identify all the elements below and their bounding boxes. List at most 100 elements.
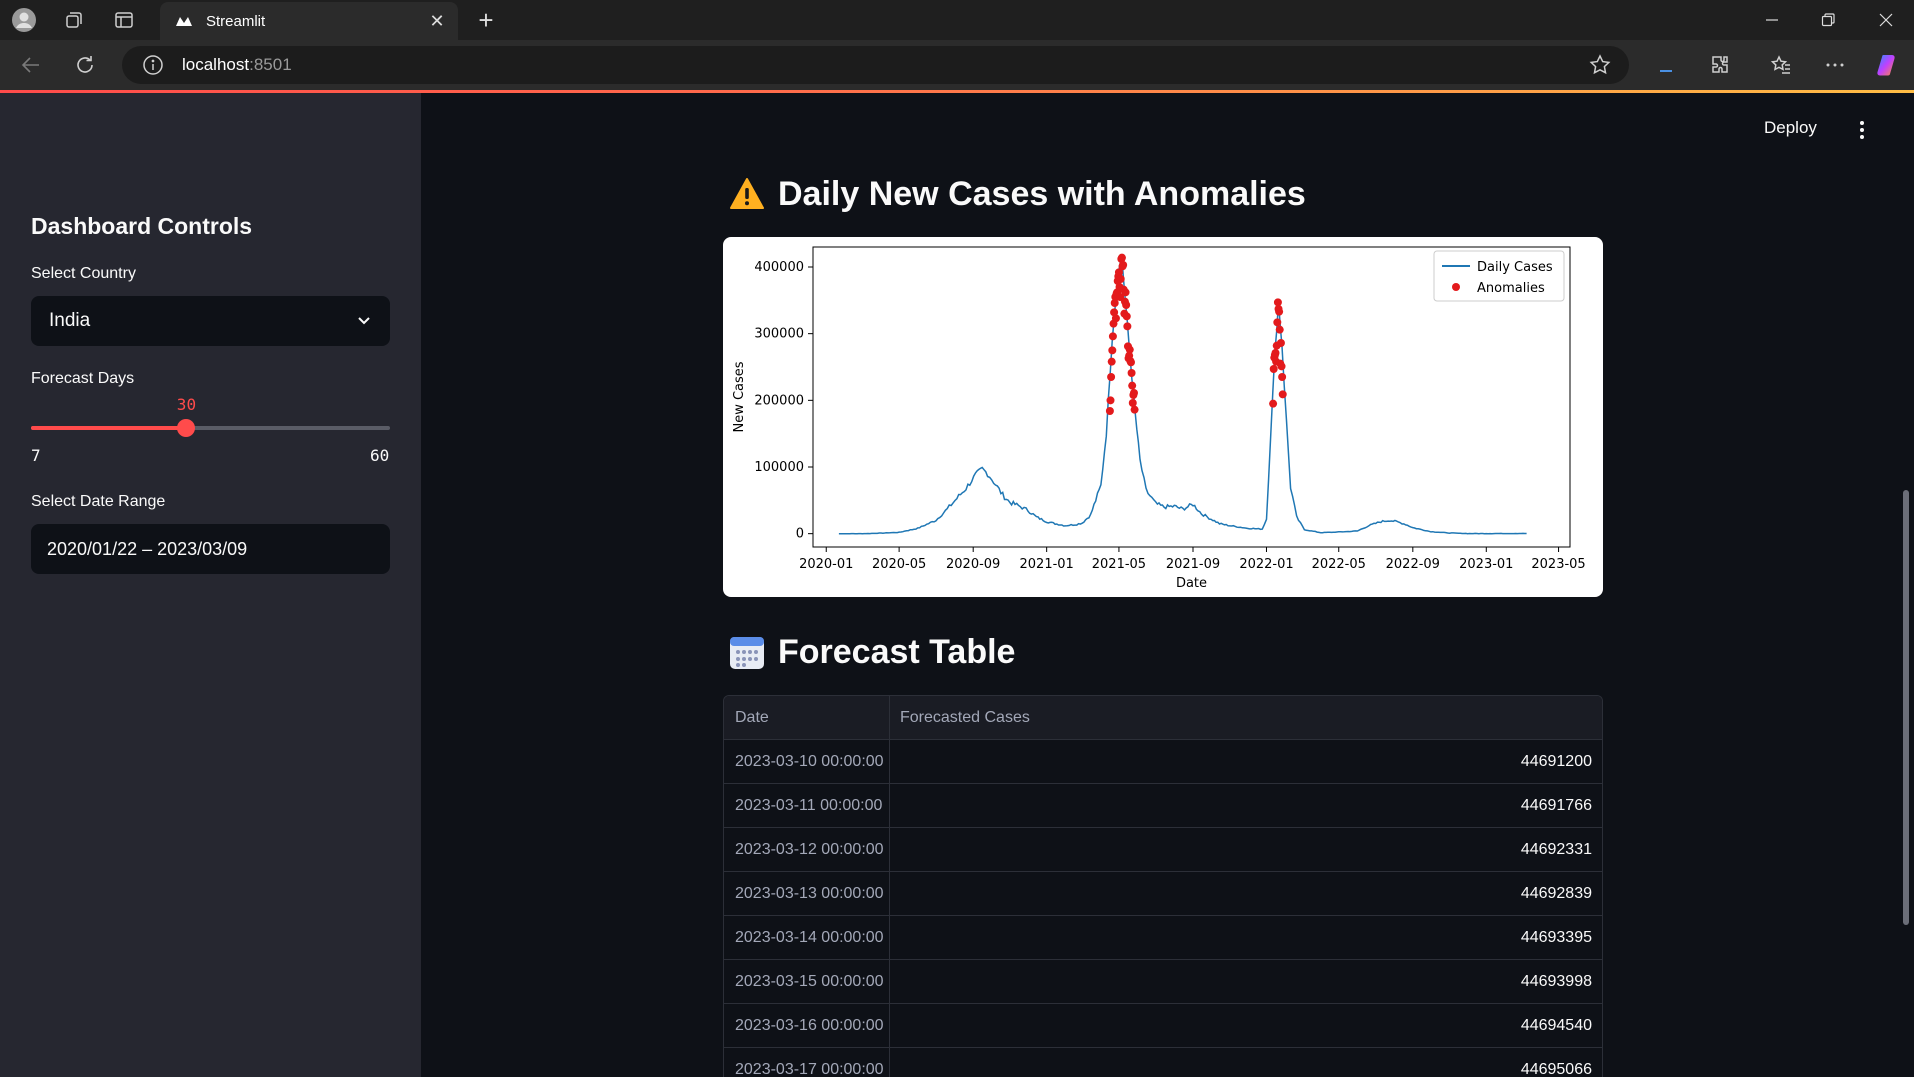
new-tab-icon[interactable]: + [478,4,494,35]
daily-cases-line [838,257,1527,535]
x-tick-label: 2021-09 [1166,557,1220,572]
column-header-forecasted-cases[interactable]: Forecasted Cases [900,709,1030,726]
x-tick-label: 2020-01 [799,557,853,572]
anomaly-point [1269,399,1278,408]
minimize-icon[interactable] [1744,0,1800,40]
date-range-value: 2020/01/22 – 2023/03/09 [47,538,248,559]
anomaly-point [1107,373,1116,381]
restore-icon[interactable] [1800,0,1856,40]
anomaly-point [1275,307,1284,316]
anomaly-point [1129,389,1138,397]
legend-label-daily-cases: Daily Cases [1477,260,1553,275]
tab-actions-icon[interactable] [110,6,138,34]
cell-date: 2023-03-13 00:00:00 [724,872,890,916]
anomaly-point [1107,357,1116,366]
anomaly-point [1271,349,1280,357]
table-row[interactable]: 2023-03-14 00:00:00 44693395 [724,916,1602,960]
country-select[interactable]: India [31,296,390,346]
cell-forecasted-cases: 44694540 [1520,1017,1592,1034]
anomaly-point [1269,365,1278,373]
main-menu-icon[interactable] [1852,118,1872,142]
slider-thumb[interactable] [177,419,196,437]
anomaly-point [1111,314,1120,323]
cell-date: 2023-03-14 00:00:00 [724,916,890,960]
table-row[interactable]: 2023-03-15 00:00:00 44693998 [724,960,1602,1004]
x-tick-label: 2022-05 [1312,557,1366,572]
anomaly-point [1273,298,1282,307]
date-range-input[interactable]: 2020/01/22 – 2023/03/09 [31,524,390,574]
x-tick-label: 2022-01 [1239,557,1293,572]
cell-forecasted-cases: 44693395 [1520,929,1592,946]
table-row[interactable]: 2023-03-16 00:00:00 44694540 [724,1004,1602,1048]
favorite-star-icon[interactable] [1589,54,1611,76]
extensions-icon[interactable] [1705,50,1735,80]
copilot-icon[interactable] [1873,50,1903,80]
country-label: Select Country [31,265,136,282]
table-row[interactable]: 2023-03-13 00:00:00 44692839 [724,872,1602,916]
table-row[interactable]: 2023-03-11 00:00:00 44691766 [724,784,1602,828]
slider-min-value: 7 [31,446,41,465]
favorites-icon[interactable] [1766,50,1796,80]
cell-forecasted-cases: 44693998 [1520,973,1592,990]
forecast-table[interactable]: Date Forecasted Cases 2023-03-10 00:00:0… [723,695,1603,1077]
url-bar[interactable]: localhost:8501 [122,46,1629,84]
cell-date: 2023-03-16 00:00:00 [724,1004,890,1048]
forecast-days-slider[interactable]: 30 [31,395,390,437]
y-tick-label: 300000 [754,327,804,342]
page-scrollbar[interactable] [1903,490,1909,925]
anomaly-point [1108,332,1117,341]
column-header-date[interactable]: Date [724,696,890,740]
refresh-icon[interactable] [70,50,100,80]
anomaly-point [1275,325,1284,334]
more-options-icon[interactable] [1820,50,1850,80]
chart-section-title: Daily New Cases with Anomalies [727,174,1306,214]
anomaly-point [1128,399,1137,407]
deploy-button[interactable]: Deploy [1764,118,1817,137]
anomaly-point [1110,299,1119,307]
anomaly-point [1273,318,1282,327]
legend-anomaly-marker [1452,283,1460,291]
cell-date: 2023-03-17 00:00:00 [724,1048,890,1077]
x-tick-label: 2021-01 [1020,557,1074,572]
site-info-icon[interactable] [142,54,164,76]
anomaly-point [1122,301,1131,309]
sidebar-title: Dashboard Controls [31,213,253,239]
slider-current-value: 30 [176,395,197,414]
cell-date: 2023-03-12 00:00:00 [724,828,890,872]
sidebar: Dashboard Controls Select Country India … [0,93,421,1077]
anomaly-point [1116,275,1125,283]
close-tab-icon[interactable]: ✕ [429,10,445,31]
anomaly-point [1105,407,1114,415]
anomaly-point [1278,390,1287,399]
anomaly-point [1106,396,1115,405]
chart-svg: 0 100000 200000 300000 400000 2020-01 2020-05 2… [732,246,1586,591]
anomaly-point [1122,312,1131,321]
y-tick-label: 0 [796,527,804,542]
anomaly-point [1276,339,1285,347]
anomaly-point [1123,322,1132,331]
browser-tab[interactable]: Streamlit ✕ [160,2,458,40]
table-title: Forecast Table [778,632,1016,671]
chart-title: Daily New Cases with Anomalies [778,174,1306,213]
url-host: localhost [182,55,250,74]
chevron-down-icon [354,310,374,330]
table-row[interactable]: 2023-03-17 00:00:00 44695066 [724,1048,1602,1077]
table-row[interactable]: 2023-03-12 00:00:00 44692331 [724,828,1602,872]
workspaces-icon[interactable] [60,6,88,34]
table-header-row: Date Forecasted Cases [724,696,1602,740]
profile-icon[interactable] [10,6,38,34]
table-row[interactable]: 2023-03-10 00:00:00 44691200 [724,740,1602,784]
forecast-days-label: Forecast Days [31,370,135,387]
streamlit-header-decoration [0,90,1914,93]
x-tick-label: 2020-05 [872,557,926,572]
legend-label-anomalies: Anomalies [1477,281,1545,296]
close-window-icon[interactable] [1858,0,1914,40]
calendar-icon [727,632,767,672]
anomaly-point [1108,346,1117,355]
country-value: India [49,310,91,331]
download-progress-icon[interactable] [1651,50,1681,80]
back-icon[interactable] [16,50,46,80]
y-tick-label: 400000 [754,260,804,275]
cell-date: 2023-03-10 00:00:00 [724,740,890,784]
legend-box [1433,250,1565,302]
